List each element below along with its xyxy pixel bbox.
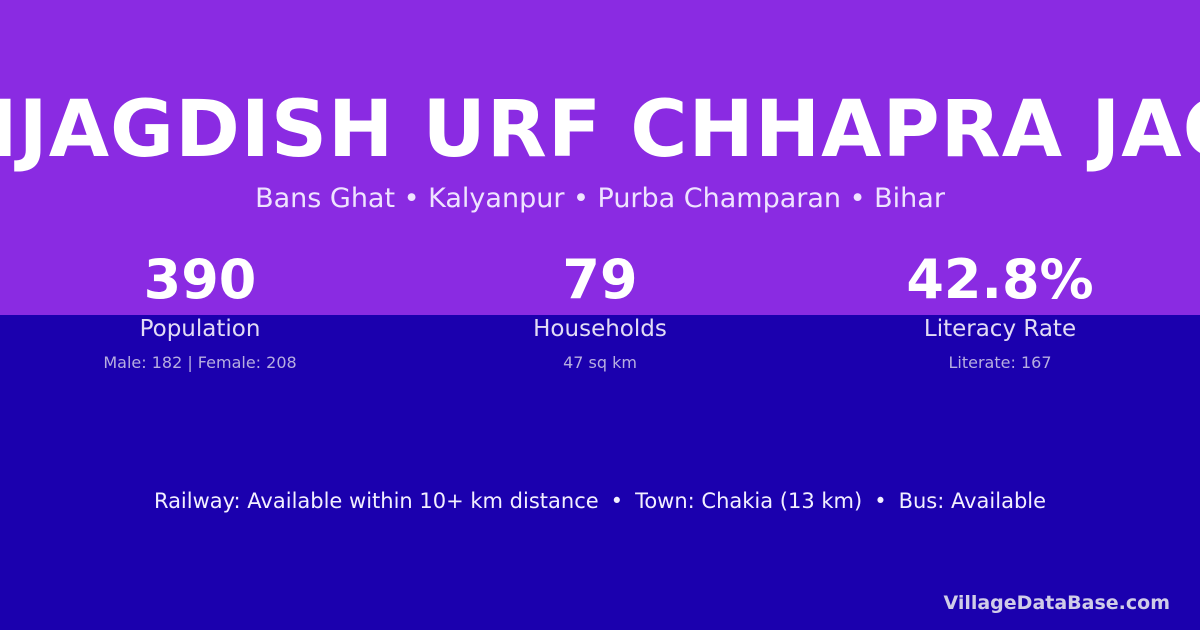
stat: 42.8% Literacy Rate Literate: 167 <box>800 248 1200 376</box>
title-text: HJAGDISH URF CHHAPRA JAG <box>0 85 1200 175</box>
stat-value: 42.8% <box>906 248 1094 311</box>
stat-label: Literacy Rate <box>923 316 1077 342</box>
stat-value: 79 <box>562 248 638 311</box>
stat-detail: Literate: 167 <box>948 353 1052 372</box>
facility: Railway: Available within 10+ km distanc… <box>153 489 599 513</box>
stat-detail: Male: 182 | Female: 208 <box>103 353 297 372</box>
title: HJAGDISH URF CHHAPRA JAG <box>0 82 1200 178</box>
facility: Bus: Available <box>898 489 1047 513</box>
facility: Town: Chakia (13 km) <box>635 489 863 513</box>
facilities: Railway: Available within 10+ km distanc… <box>0 486 1200 516</box>
separator: • <box>610 489 624 513</box>
separator: • <box>874 489 887 513</box>
brand: VillageDataBase.com <box>943 592 1170 614</box>
stat-detail: 47 sq km <box>563 353 637 372</box>
stat-label: Population <box>139 316 261 342</box>
stat: 79 Households 47 sq km <box>400 248 800 376</box>
subtitle: Bans Ghat • Kalyanpur • Purba Champaran … <box>255 183 945 214</box>
header-band <box>0 0 1200 315</box>
stat: 390 Population Male: 182 | Female: 208 <box>0 248 400 376</box>
stat-value: 390 <box>143 248 257 311</box>
stat-label: Households <box>533 316 667 342</box>
